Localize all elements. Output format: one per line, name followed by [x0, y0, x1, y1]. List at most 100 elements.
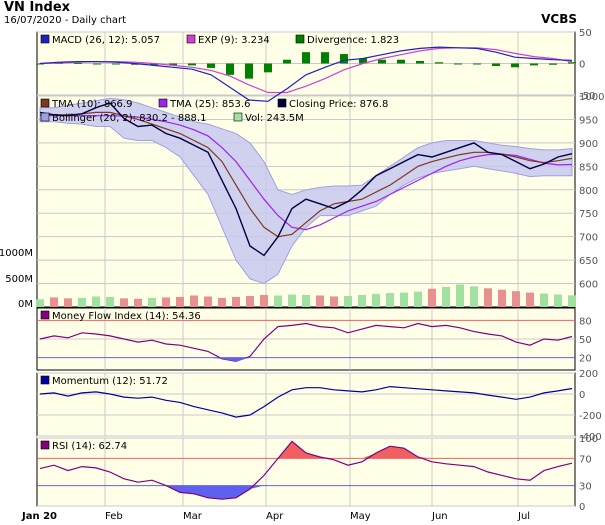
volume-bar — [246, 295, 254, 307]
y-tick-label: 650 — [579, 256, 598, 267]
legend-label: Vol: 243.5M — [245, 113, 304, 124]
chart-title: VN Index — [4, 0, 71, 15]
rsi-overbought-fill — [390, 446, 404, 459]
x-tick-label: Feb — [105, 511, 123, 522]
chart-source: VCBS — [541, 12, 577, 26]
volume-bar — [92, 296, 100, 307]
y-tick-label: 700 — [579, 233, 598, 244]
volume-bar — [162, 297, 170, 307]
volume-bar — [190, 295, 198, 307]
volume-bar — [302, 295, 310, 307]
divergence-bar — [378, 59, 386, 64]
y-tick-label: 0 — [579, 60, 585, 71]
volume-bar — [512, 291, 520, 307]
rsi-oversold-fill — [236, 485, 250, 498]
legend-swatch — [295, 34, 305, 44]
rsi-oversold-fill — [222, 485, 236, 500]
legend-swatch — [40, 440, 50, 450]
divergence-bar — [568, 62, 576, 64]
legend-label: EXP (9): 3.234 — [198, 35, 270, 46]
rsi-line — [39, 440, 573, 500]
y-tick-label: 20 — [579, 354, 592, 365]
macd-line — [39, 46, 573, 102]
divergence-bar — [188, 63, 196, 66]
mfi-line — [39, 322, 573, 362]
volume-bar — [64, 298, 72, 307]
divergence-bar — [549, 63, 557, 65]
divergence-bar — [226, 63, 234, 75]
volume-bar — [274, 295, 282, 307]
legend-swatch — [40, 112, 50, 122]
y-tick-label: 200 — [579, 369, 598, 380]
bollinger-band — [39, 97, 573, 285]
x-tick-label: Jan 20 — [21, 511, 57, 522]
y-tick-label: 70 — [579, 454, 592, 465]
volume-bar — [526, 292, 534, 307]
panel-4-plot-area — [36, 437, 576, 507]
volume-bar — [428, 288, 436, 307]
volume-bar — [554, 294, 562, 307]
volume-bar — [120, 298, 128, 307]
y-tick-label: 50 — [579, 28, 592, 39]
divergence-bar — [264, 63, 272, 73]
volume-bar — [372, 294, 380, 307]
y-tick-label: 30 — [579, 482, 592, 493]
volume-bar — [106, 296, 114, 307]
tma10-line — [40, 111, 573, 238]
legend-label: TMA (25): 853.6 — [169, 99, 250, 110]
divergence-bar — [340, 54, 348, 64]
rsi-oversold-fill — [250, 485, 264, 489]
x-tick-label: May — [350, 511, 371, 522]
divergence-bar — [169, 63, 177, 66]
legend-label: Momentum (12): 51.72 — [52, 376, 168, 387]
divergence-bar — [74, 62, 82, 64]
y-tick-label: 750 — [579, 209, 598, 220]
volume-bar — [484, 288, 492, 307]
volume-bar — [134, 298, 142, 307]
rsi-overbought-fill — [376, 446, 390, 459]
y-tick-label: 850 — [579, 162, 598, 173]
volume-bar — [176, 296, 184, 307]
volume-tick-label: 500M — [5, 274, 33, 285]
divergence-bar — [435, 62, 443, 64]
exp-line — [39, 47, 573, 94]
divergence-bar — [36, 63, 44, 65]
legend-swatch — [40, 375, 50, 385]
mfi-oversold-fill — [236, 357, 250, 362]
volume-bar — [456, 284, 464, 307]
momentum-line — [39, 385, 573, 418]
volume-bar — [540, 293, 548, 307]
legend-swatch — [277, 98, 287, 108]
y-tick-label: 0 — [579, 502, 585, 513]
volume-bar — [470, 286, 478, 307]
y-tick-label: 80 — [579, 316, 592, 327]
x-tick-label: Apr — [266, 511, 284, 522]
volume-bar — [442, 286, 450, 307]
y-tick-label: 0 — [579, 390, 585, 401]
volume-bar — [358, 295, 366, 307]
divergence-bar — [321, 52, 329, 64]
volume-bar — [204, 296, 212, 307]
y-tick-label: -400 — [579, 432, 602, 443]
volume-bar — [288, 294, 296, 307]
legend-label: RSI (14): 62.74 — [52, 441, 127, 452]
volume-bar — [260, 295, 268, 307]
volume-bar — [78, 297, 86, 307]
legend-label: Divergence: 1.823 — [307, 35, 399, 46]
divergence-bar — [511, 63, 519, 68]
divergence-bar — [150, 63, 158, 66]
volume-tick-label: 1000M — [0, 248, 33, 259]
rsi-oversold-fill — [208, 485, 222, 500]
y-tick-label: 900 — [579, 139, 598, 150]
volume-bar — [36, 299, 44, 307]
legend-swatch — [186, 34, 196, 44]
volume-bar — [218, 297, 226, 307]
legend-label: MACD (26, 12): 5.057 — [52, 35, 160, 46]
volume-bar — [148, 297, 156, 307]
legend-swatch — [158, 98, 168, 108]
rsi-oversold-fill — [180, 485, 194, 494]
legend-label: TMA (10): 866.9 — [51, 99, 132, 110]
divergence-bar — [131, 63, 139, 65]
volume-bar — [330, 296, 338, 307]
